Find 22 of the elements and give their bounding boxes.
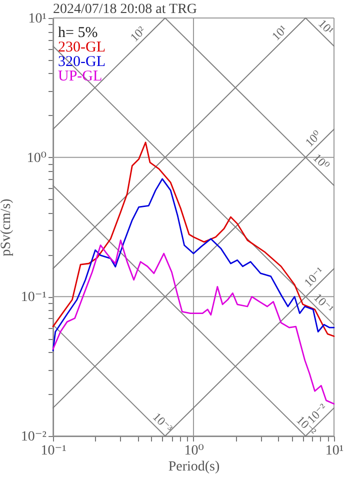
y-tick-label: 10¹ [28,12,46,26]
y-tick-label: 10⁰ [26,150,47,166]
text: 230-GL [58,40,106,56]
x-tick-label: 10⁻¹ [40,444,66,458]
x-axis-title: Period(s) [168,460,220,474]
annotation: 10⁰ [302,128,324,150]
x-tick-label: 10¹ [325,444,344,458]
annotation: 10⁰ [310,150,332,173]
annotation: 10² [127,23,148,44]
annotation: 10⁻¹ [311,290,337,316]
x-tick-label: 10⁰ [184,444,204,458]
chart-title: 2024/07/18 20:08 at TRG [53,2,198,17]
y-axis-title: pSv(cm/s) [0,198,14,256]
y-tick-label: 10⁻² [20,430,46,444]
annotation: 10¹ [316,16,337,38]
text: 320-GL [58,54,106,70]
annotation: 10⁻¹ [301,264,327,290]
text: UP-GL [58,68,102,84]
annotation: 10⁻³ [150,410,176,436]
y-tick-label: 10⁻¹ [20,290,46,306]
annotation: h= 5% [58,25,98,41]
annotation: 10¹ [269,22,290,44]
